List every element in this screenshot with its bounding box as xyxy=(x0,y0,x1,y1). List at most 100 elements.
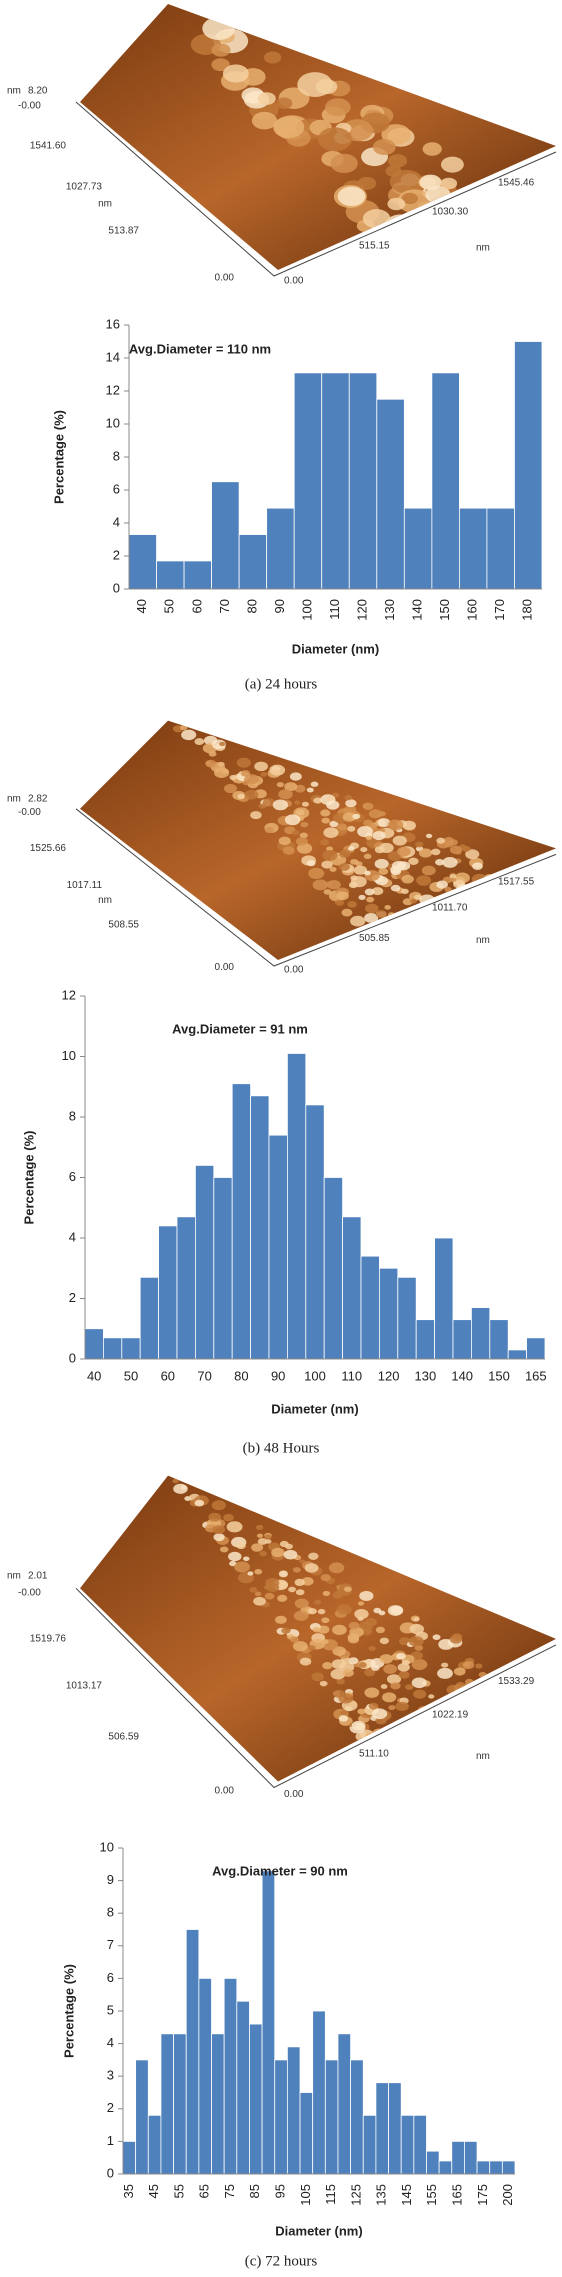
bar xyxy=(375,2082,389,2175)
grain xyxy=(272,799,289,811)
grain xyxy=(259,1550,267,1557)
grain xyxy=(517,933,532,944)
grain xyxy=(550,290,562,309)
grain xyxy=(321,860,333,869)
grain xyxy=(448,1734,464,1746)
grain xyxy=(342,1668,354,1677)
grain xyxy=(554,1840,562,1847)
x-tick-label: 120 xyxy=(378,1368,400,1383)
grain xyxy=(320,809,331,817)
grain xyxy=(284,814,301,826)
grain xyxy=(386,1674,402,1685)
x-tick-label: 90 xyxy=(272,599,287,613)
grain xyxy=(408,935,416,941)
grain xyxy=(372,830,386,841)
grain xyxy=(271,1547,285,1558)
grain xyxy=(483,975,496,984)
grain xyxy=(542,933,556,945)
grain xyxy=(502,1765,515,1774)
grain xyxy=(508,935,524,946)
grain xyxy=(322,1662,333,1670)
grain xyxy=(401,240,428,259)
afm-label: 2.82 xyxy=(28,794,48,805)
grain xyxy=(244,789,259,800)
grain xyxy=(474,218,496,234)
grain xyxy=(265,1539,272,1544)
grain xyxy=(387,819,404,831)
grain xyxy=(407,944,420,953)
grain xyxy=(328,1562,345,1574)
grain xyxy=(532,1770,545,1779)
x-tick-label: 145 xyxy=(399,2184,414,2206)
grain xyxy=(366,896,375,903)
grain xyxy=(439,1729,447,1734)
grain xyxy=(294,1598,309,1609)
grain xyxy=(285,1543,293,1550)
y-tick-label: 8 xyxy=(113,448,120,463)
grain xyxy=(357,1601,365,1606)
grain xyxy=(381,124,411,145)
grain xyxy=(363,853,372,860)
grain xyxy=(180,725,188,731)
grain xyxy=(390,1605,404,1615)
grain xyxy=(418,922,430,930)
y-tick-label: 14 xyxy=(106,349,120,364)
grain xyxy=(434,1724,443,1731)
grain xyxy=(467,966,474,971)
grain xyxy=(358,894,366,900)
grain xyxy=(475,971,483,976)
grain xyxy=(283,1549,298,1560)
grain xyxy=(442,857,458,868)
y-tick-label: 4 xyxy=(107,2035,114,2050)
grain xyxy=(208,1512,222,1522)
grain xyxy=(173,1483,188,1494)
grain xyxy=(497,982,509,990)
grain xyxy=(359,1590,374,1601)
grain xyxy=(522,931,532,938)
grain xyxy=(405,1761,421,1772)
grain xyxy=(474,1774,484,1781)
grain xyxy=(455,1681,465,1689)
bar xyxy=(312,2010,326,2175)
grain xyxy=(550,1825,562,1835)
y-tick-label: 12 xyxy=(106,382,120,397)
grain xyxy=(413,1689,427,1699)
grain xyxy=(348,1657,359,1665)
x-tick-label: 140 xyxy=(410,599,425,621)
bar xyxy=(231,1083,251,1360)
x-tick-label: 150 xyxy=(488,1368,510,1383)
grain xyxy=(329,820,339,828)
x-tick-label: 200 xyxy=(500,2184,515,2206)
grain xyxy=(462,920,473,928)
bar xyxy=(403,507,433,590)
grain xyxy=(486,1783,497,1790)
grain xyxy=(304,1563,319,1573)
afm-label: 508.55 xyxy=(108,920,139,931)
grain xyxy=(282,846,295,855)
bar xyxy=(486,507,515,590)
grain xyxy=(478,899,486,905)
x-tick-label: 75 xyxy=(222,2184,237,2198)
afm-label: 1022.19 xyxy=(432,1709,469,1720)
grain xyxy=(438,1638,454,1650)
x-tick-label: 100 xyxy=(299,599,314,621)
grain xyxy=(355,861,363,867)
grain xyxy=(379,842,394,853)
grain xyxy=(471,1799,483,1808)
grain xyxy=(247,1571,254,1576)
grain xyxy=(358,1662,367,1668)
grain xyxy=(428,1694,435,1699)
grain xyxy=(515,1716,524,1723)
grain xyxy=(330,153,358,173)
y-tick-label: 6 xyxy=(69,1169,76,1184)
grain xyxy=(476,1800,483,1805)
grain xyxy=(312,1626,321,1633)
grain xyxy=(473,1724,481,1730)
grain xyxy=(390,884,401,892)
grain xyxy=(320,1573,331,1582)
y-axis-label: Percentage (%) xyxy=(51,410,66,504)
bar xyxy=(128,534,157,590)
grain xyxy=(502,1795,513,1803)
grain xyxy=(506,1755,515,1761)
